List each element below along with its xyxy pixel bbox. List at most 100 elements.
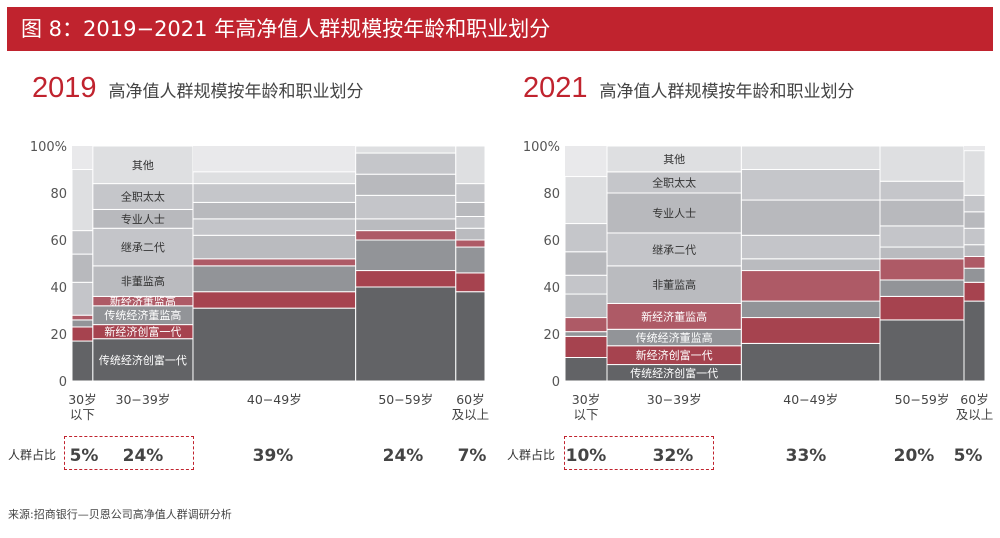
- x-category-label: 50−59岁: [895, 392, 950, 407]
- series-label: 传统经济创富一代: [99, 353, 187, 367]
- source-note: 来源:招商银行—贝恩公司高净值人群调研分析: [8, 508, 232, 521]
- y-tick-label: 40: [50, 281, 67, 296]
- share-value: 10%: [566, 446, 607, 466]
- bar-segment: [355, 230, 457, 241]
- bar-segment: [963, 267, 986, 283]
- panel-title-2019: 2019 高净值人群规模按年龄和职业划分: [32, 72, 364, 112]
- series-label: 继承二代: [652, 243, 696, 256]
- series-label: 专业人士: [652, 206, 696, 220]
- bar-segment: [192, 265, 357, 293]
- x-category-label: 及以上: [956, 407, 994, 422]
- bar-segment: [963, 300, 986, 382]
- bar-segment: [740, 342, 881, 382]
- bar-segment: [455, 145, 486, 185]
- bar-segment: [71, 230, 94, 255]
- bar-segment: [963, 244, 986, 257]
- figure-title: 图 8：2019−2021 年高净值人群规模按年龄和职业划分: [21, 17, 551, 41]
- share-value: 33%: [786, 446, 827, 466]
- panel-subtitle: 高净值人群规模按年龄和职业划分: [599, 82, 855, 102]
- bar-segment: [455, 239, 486, 248]
- bar-segment: [455, 216, 486, 229]
- series-label: 新经济董监高: [641, 309, 707, 323]
- bar-segment: [740, 145, 881, 170]
- bar-segment: [192, 234, 357, 260]
- bar-segment: [71, 314, 94, 321]
- title-banner: 图 8：2019−2021 年高净值人群规模按年龄和职业划分: [7, 7, 993, 51]
- x-category-label: 60岁: [456, 392, 484, 407]
- bar-segment: [192, 258, 357, 267]
- bar-segment: [879, 258, 965, 281]
- share-value: 5%: [70, 446, 99, 466]
- year-label: 2021: [523, 72, 588, 104]
- bar-segment: [355, 239, 457, 272]
- x-category-label: 以下: [70, 407, 95, 422]
- series-label: 新经济董监高: [110, 294, 176, 308]
- share-value: 24%: [123, 446, 164, 466]
- panel-subtitle: 高净值人群规模按年龄和职业划分: [108, 82, 364, 102]
- y-tick-label: 60: [543, 234, 560, 249]
- x-category-label: 50−59岁: [378, 392, 433, 407]
- bar-segment: [71, 319, 94, 328]
- share-value: 24%: [383, 446, 424, 466]
- bar-segment: [71, 169, 94, 232]
- bar-segment: [963, 150, 986, 196]
- y-tick-label: 100%: [523, 140, 560, 155]
- bar-segment: [740, 199, 881, 236]
- bar-segment: [355, 145, 457, 154]
- y-tick-label: 80: [50, 187, 67, 202]
- series-label: 其他: [663, 153, 685, 166]
- bar-segment: [740, 234, 881, 260]
- bar-segment: [92, 145, 194, 185]
- bar-segment: [455, 246, 486, 274]
- bar-segment: [963, 227, 986, 246]
- bar-segment: [879, 295, 965, 321]
- bar-segment: [355, 152, 457, 175]
- year-label: 2019: [32, 72, 97, 104]
- bar-segment: [455, 183, 486, 203]
- bar-segment: [879, 319, 965, 382]
- bar-segment: [963, 194, 986, 213]
- bar-segment: [879, 246, 965, 260]
- series-label: 非董监高: [652, 278, 696, 292]
- series-label: 其他: [132, 159, 154, 172]
- series-label: 全职太太: [121, 190, 165, 204]
- series-label: 传统经济董监高: [104, 308, 181, 322]
- bar-segment: [192, 201, 357, 220]
- bar-segment: [71, 340, 94, 382]
- x-category-label: 30岁: [68, 392, 96, 407]
- bar-segment: [71, 281, 94, 316]
- y-tick-label: 60: [50, 234, 67, 249]
- series-label: 专业人士: [121, 212, 165, 226]
- bar-segment: [192, 291, 357, 309]
- bar-segment: [92, 183, 194, 210]
- y-tick-label: 0: [552, 375, 560, 390]
- y-tick-label: 80: [543, 187, 560, 202]
- bar-segment: [564, 251, 608, 276]
- y-tick-label: 0: [59, 375, 67, 390]
- series-label: 继承二代: [121, 241, 165, 254]
- share-value: 5%: [954, 446, 983, 466]
- bar-segment: [71, 253, 94, 283]
- bar-segment: [564, 293, 608, 319]
- bar-segment: [740, 169, 881, 201]
- x-category-label: 30岁: [572, 392, 600, 407]
- bar-segment: [879, 279, 965, 297]
- bar-segment: [879, 180, 965, 201]
- share-value: 7%: [458, 446, 487, 466]
- bar-segment: [564, 274, 608, 295]
- x-category-label: 30−39岁: [116, 392, 171, 407]
- bar-segment: [355, 286, 457, 382]
- x-category-label: 40−49岁: [783, 392, 838, 407]
- bar-segment: [564, 223, 608, 253]
- bar-segment: [963, 255, 986, 269]
- share-row-label: 人群占比: [8, 447, 56, 462]
- x-category-label: 60岁: [960, 392, 988, 407]
- bar-segment: [740, 270, 881, 302]
- bar-segment: [92, 338, 194, 382]
- bar-segment: [455, 201, 486, 217]
- bar-segment: [71, 326, 94, 342]
- bar-segment: [192, 218, 357, 236]
- share-value: 39%: [253, 446, 294, 466]
- bar-segment: [879, 145, 965, 182]
